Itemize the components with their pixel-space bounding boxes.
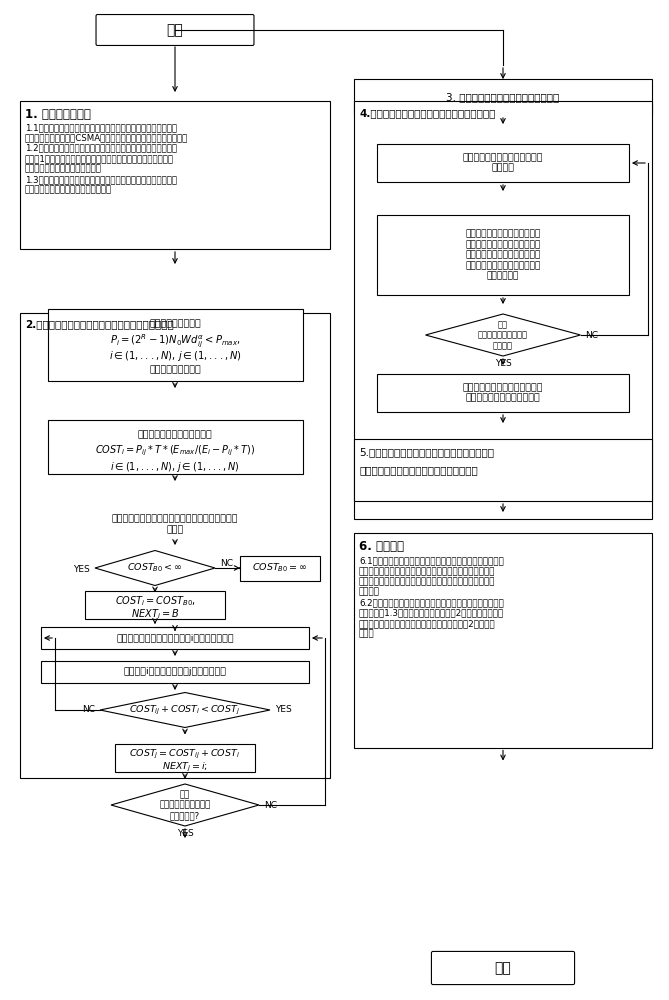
Text: 将到达能量耗费値最小的节点i加入路由表中。: 将到达能量耗费値最小的节点i加入路由表中。 [116, 634, 233, 643]
Text: 6.1认知用户在每次通信结束之后，在最后一个数据包中向认
知基站发送能量状态更新信息；在感知到自身可用频谱集发
生变化时，利用公共信道，向认知基站发送可用频谱状: 6.1认知用户在每次通信结束之后，在最后一个数据包中向认 知基站发送能量状态更新… [359, 556, 504, 638]
Text: $i \in (1,...,N)$, $j \in (1,...,N)$: $i \in (1,...,N)$, $j \in (1,...,N)$ [110, 460, 240, 474]
Text: 对于所有链路，计算: 对于所有链路，计算 [149, 319, 201, 328]
Text: $COST_i = P_{ij}*T*(E_{max}/(E_i - P_{ij}*T))$: $COST_i = P_{ij}*T*(E_{max}/(E_i - P_{ij… [95, 444, 255, 458]
Text: $COST_{B0}=\infty$: $COST_{B0}=\infty$ [252, 562, 308, 574]
Text: 认知基站通过公共信道将路由和
信道分配结果返回给认知用户: 认知基站通过公共信道将路由和 信道分配结果返回给认知用户 [463, 383, 543, 403]
Text: 将各段链路按照可用信道数目的
多少排序为可用信道最少的链路
，随机选择一个可用信道，同时
在其相邻链路的可用信道集中将
该信道删去。: 将各段链路按照可用信道数目的 多少排序为可用信道最少的链路 ，随机选择一个可用信… [466, 230, 541, 280]
Bar [47, 309, 302, 381]
Text: NC: NC [264, 800, 277, 810]
Bar [85, 591, 225, 619]
Text: 5.认知基站将该路由上所有已分配信道，从所在: 5.认知基站将该路由上所有已分配信道，从所在 [359, 447, 494, 457]
Text: 判断各链路是否可通: 判断各链路是否可通 [149, 365, 201, 374]
Text: 对于所有链路，计算链路权値: 对于所有链路，计算链路权値 [138, 430, 212, 439]
Text: YES: YES [73, 566, 90, 574]
Bar [47, 420, 302, 474]
FancyBboxPatch shape [96, 15, 254, 45]
Text: 开始: 开始 [167, 23, 183, 37]
Text: $COST_{ij}+COST_i < COST_j$: $COST_{ij}+COST_i < COST_j$ [130, 703, 241, 717]
Text: NC: NC [220, 560, 233, 568]
Bar [354, 439, 652, 501]
Bar [354, 532, 652, 748]
Text: NC: NC [585, 330, 599, 340]
Text: 是否
所有链路都已被分配得
到信道？: 是否 所有链路都已被分配得 到信道？ [478, 320, 528, 350]
Text: 链路两端的相邻节点的可用信道集中删除。: 链路两端的相邻节点的可用信道集中删除。 [359, 465, 478, 475]
Polygon shape [111, 784, 259, 826]
Text: $P_i = (2^R - 1)N_0Wd_{ij}^{\alpha} < P_{max}$,: $P_i = (2^R - 1)N_0Wd_{ij}^{\alpha} < P_… [110, 333, 240, 350]
Text: 3. 认知用户通过公共信道发起接入请求: 3. 认知用户通过公共信道发起接入请求 [446, 92, 560, 102]
Text: 将各段链路按照可用信道数目的
多少排序: 将各段链路按照可用信道数目的 多少排序 [463, 153, 543, 173]
Bar [20, 312, 330, 778]
Text: $NEXT_i=B$: $NEXT_i=B$ [131, 607, 179, 621]
Bar [115, 744, 255, 772]
Text: $COST_j=COST_{ij}+COST_i$: $COST_j=COST_{ij}+COST_i$ [130, 747, 240, 761]
Bar [240, 556, 320, 580]
Text: 1.1网络中每个认知用户计算自身的可用信道集以及电池能量値，
并通过公共信道，采用CSMA的方式将节点状态信息进行广播发送。
1.2各节点收到未超过最大生存时间: 1.1网络中每个认知用户计算自身的可用信道集以及电池能量値， 并通过公共信道，采… [25, 123, 188, 194]
Polygon shape [425, 314, 581, 356]
Bar [377, 374, 629, 412]
Text: 结束: 结束 [494, 961, 511, 975]
FancyBboxPatch shape [432, 951, 575, 985]
Text: 是否
所有认知用户都已被添
加到路由表?: 是否 所有认知用户都已被添 加到路由表? [159, 790, 211, 820]
Text: 6. 路由更新: 6. 路由更新 [359, 540, 404, 554]
Text: NC: NC [82, 706, 95, 714]
Bar [377, 215, 629, 295]
Text: 2.认知基站迭代计算各节点到达认知基站的最佳路由: 2.认知基站迭代计算各节点到达认知基站的最佳路由 [25, 320, 174, 330]
Bar [41, 661, 309, 683]
Text: YES: YES [494, 360, 511, 368]
Polygon shape [100, 692, 270, 728]
Text: $COST_{B0}<\infty$: $COST_{B0}<\infty$ [127, 562, 183, 574]
Text: $COST_i=COST_{B0}$,: $COST_i=COST_{B0}$, [114, 594, 195, 608]
Bar [354, 101, 652, 519]
Text: 以认知基站为源点，为每个认知节点的能耗度量赋: 以认知基站为源点，为每个认知节点的能耗度量赋 [112, 514, 238, 524]
Text: $NEXT_j=i$;: $NEXT_j=i$; [162, 760, 208, 774]
Text: YES: YES [177, 830, 193, 838]
Bar [377, 144, 629, 182]
Text: YES: YES [275, 706, 292, 714]
Polygon shape [95, 550, 215, 585]
Text: 初値。: 初値。 [167, 526, 183, 534]
Bar [41, 627, 309, 649]
Text: 1. 网络状态初始化: 1. 网络状态初始化 [25, 108, 91, 121]
Text: 更新节点i的每个邻居节点j的能耗度量。: 更新节点i的每个邻居节点j的能耗度量。 [124, 668, 227, 676]
Bar [354, 79, 652, 115]
Text: 4.根据路由表找到路由，并为各段链路分配信道: 4.根据路由表找到路由，并为各段链路分配信道 [359, 108, 495, 118]
Bar [20, 101, 330, 249]
Text: $i \in (1,...,N)$, $j \in (1,...,N)$: $i \in (1,...,N)$, $j \in (1,...,N)$ [108, 349, 242, 363]
